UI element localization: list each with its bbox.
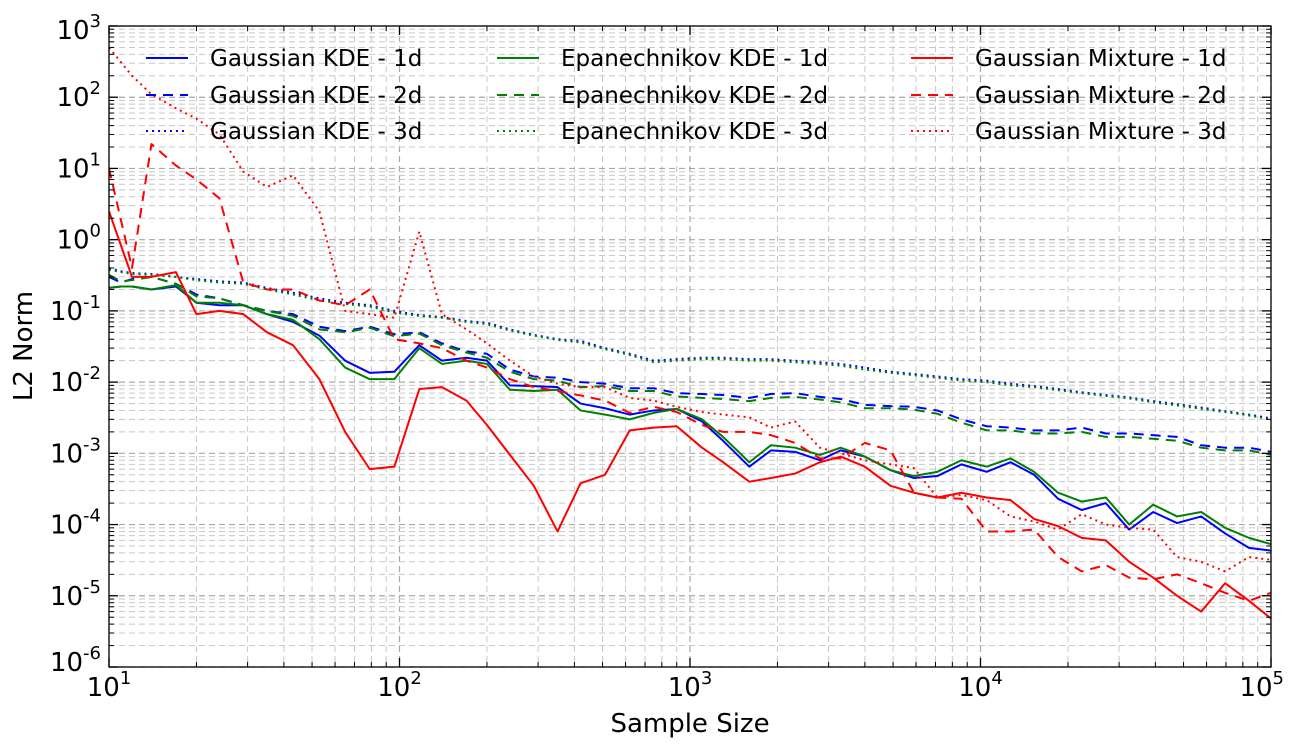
series-lines: [109, 46, 1271, 620]
y-tick-label: 10-6: [50, 643, 101, 678]
x-tick-labels: 101 102 103 104 105: [87, 668, 1284, 703]
series-line: [109, 210, 1271, 620]
y-axis-label: L2 Norm: [9, 291, 39, 401]
x-tick-label: 104: [958, 668, 1003, 703]
series-line: [109, 284, 1271, 546]
y-tick-label: 10-3: [50, 434, 101, 469]
axis-ticks: [108, 25, 1272, 668]
legend-label: Gaussian Mixture - 2d: [975, 83, 1227, 109]
series-line: [109, 275, 1271, 453]
legend-label: Gaussian KDE - 3d: [210, 119, 422, 145]
y-tick-label: 101: [56, 149, 101, 184]
y-tick-label: 102: [56, 78, 101, 113]
series-line: [109, 268, 1271, 421]
legend-label: Epanechnikov KDE - 1d: [561, 46, 828, 72]
legend-label: Gaussian KDE - 2d: [210, 83, 422, 109]
series-line: [109, 274, 1271, 456]
x-tick-label: 103: [668, 668, 713, 703]
x-tick-label: 101: [87, 668, 132, 703]
legend: Gaussian KDE - 1d Gaussian KDE - 2d Gaussi…: [146, 46, 1227, 145]
y-tick-label: 103: [56, 11, 101, 46]
x-axis-label: Sample Size: [610, 709, 769, 739]
y-tick-labels: 10-6 10-5 10-4 10-3 10-2 10-1 100 101 102 103: [50, 11, 101, 678]
y-tick-label: 10-2: [50, 363, 101, 398]
legend-label: Epanechnikov KDE - 3d: [561, 119, 828, 145]
y-tick-label: 10-5: [50, 577, 101, 612]
y-tick-label: 10-4: [50, 506, 101, 541]
legend-label: Epanechnikov KDE - 2d: [561, 83, 828, 109]
y-tick-label: 100: [56, 221, 101, 256]
series-line: [109, 267, 1271, 420]
x-tick-label: 105: [1239, 668, 1284, 703]
legend-label: Gaussian KDE - 1d: [210, 46, 422, 72]
y-tick-label: 10-1: [50, 292, 101, 327]
legend-label: Gaussian Mixture - 1d: [975, 46, 1227, 72]
grid: [108, 25, 1272, 668]
series-line: [109, 143, 1271, 602]
x-tick-label: 102: [377, 668, 422, 703]
legend-label: Gaussian Mixture - 3d: [975, 119, 1227, 145]
